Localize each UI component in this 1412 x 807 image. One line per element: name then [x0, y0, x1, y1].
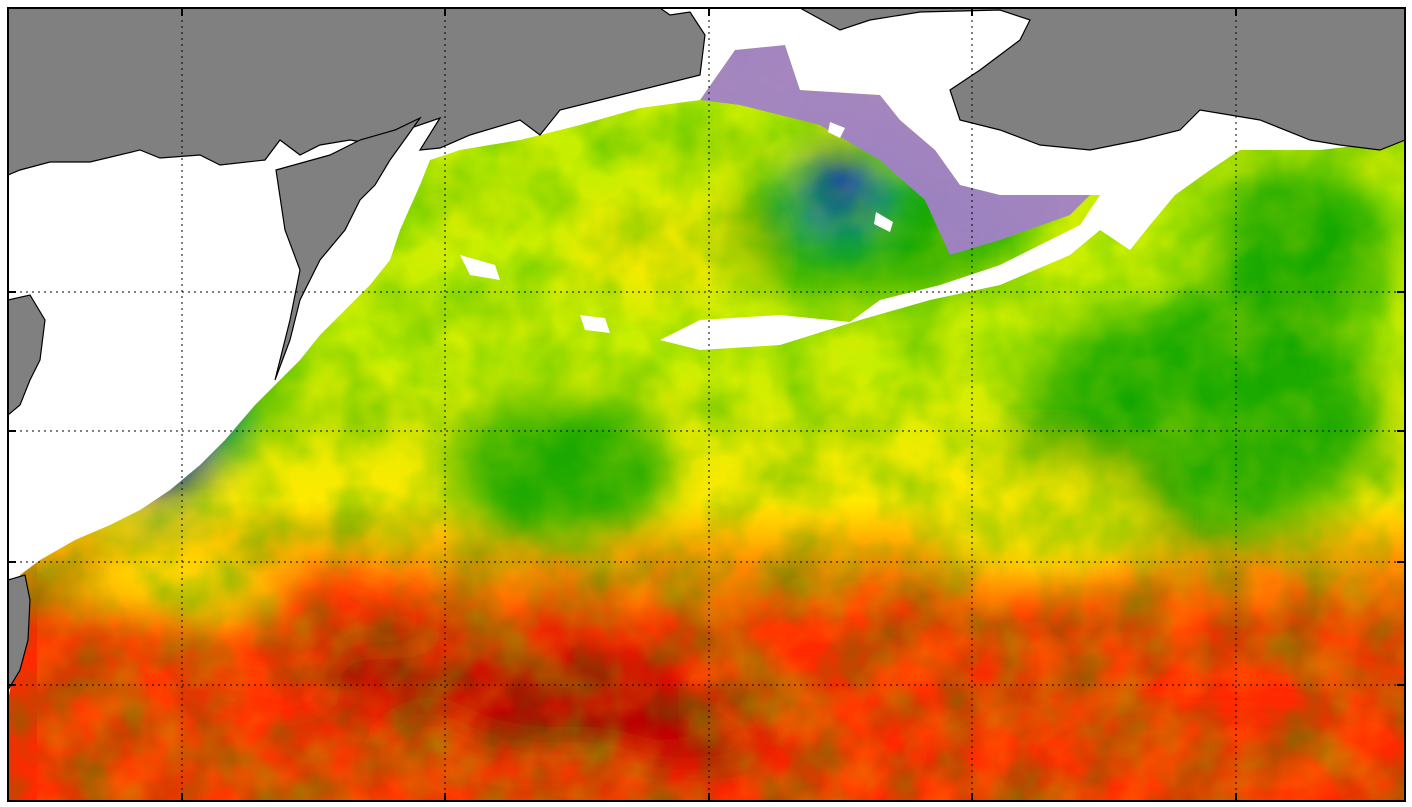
- land-west-coast: [8, 294, 46, 416]
- map-border: [7, 7, 1406, 802]
- land-masses: [8, 8, 1405, 692]
- land-mid-island: [274, 116, 422, 381]
- ice-band-north: [700, 45, 1090, 255]
- no-data-west-hole: [75, 215, 150, 270]
- tick-marks: [8, 8, 1405, 801]
- land-northeast: [720, 8, 1405, 151]
- gridlines: [8, 8, 1405, 801]
- land-sw: [8, 574, 31, 692]
